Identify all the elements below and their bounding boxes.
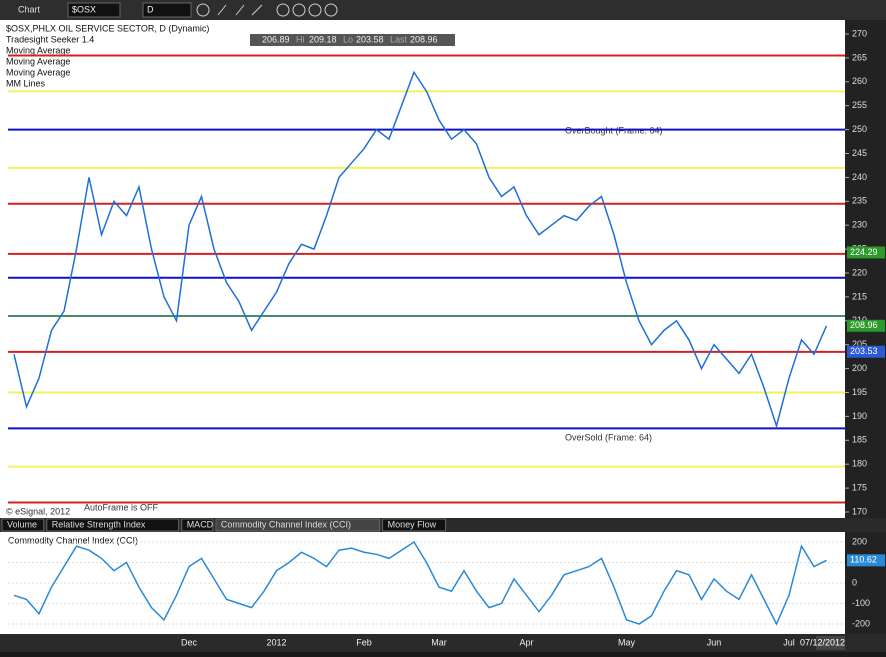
interval[interactable]: D [147, 4, 154, 14]
y-tick-label: -200 [852, 618, 870, 628]
quote-label: Lo [343, 34, 353, 44]
legend-entry: Tradesight Seeker 1.4 [6, 34, 94, 44]
y-tick-label: 230 [852, 220, 867, 230]
legend-entry: Moving Average [6, 67, 70, 77]
legend-entry: $OSX,PHLX OIL SERVICE SECTOR, D (Dynamic… [6, 23, 209, 33]
end-date-box [816, 636, 845, 650]
tab[interactable] [46, 518, 180, 532]
y-tick-label: 235 [852, 196, 867, 206]
cci-tag [847, 554, 885, 567]
y-tick-label: 200 [852, 536, 867, 546]
price-axis [845, 20, 886, 518]
price-tag [847, 319, 885, 332]
price-pane [0, 20, 845, 518]
cci-tag-label: 110.62 [850, 555, 877, 565]
y-tick-label: -100 [852, 598, 870, 608]
x-tick-label: May [618, 637, 636, 647]
y-tick-label: 190 [852, 411, 867, 421]
quote-last: 208.96 [410, 34, 438, 44]
y-tick-label: 180 [852, 459, 867, 469]
y-tick-label: 195 [852, 387, 867, 397]
y-tick-label: 250 [852, 124, 867, 134]
tab-label[interactable]: Volume [7, 519, 37, 529]
cci-axis [845, 532, 886, 634]
tab[interactable] [382, 518, 447, 532]
tab-label[interactable]: Commodity Channel Index (CCI) [221, 519, 351, 529]
legend-entry: MM Lines [6, 78, 46, 88]
price-tag-label: 208.96 [850, 320, 878, 330]
copyright: © eSignal, 2012 [6, 506, 70, 516]
quote-high: 209.18 [309, 34, 337, 44]
price-tag [847, 246, 885, 259]
x-tick-label: Feb [356, 637, 372, 647]
quote-box [250, 34, 455, 46]
y-tick-label: 245 [852, 148, 867, 158]
y-tick-label: 270 [852, 28, 867, 38]
y-tick-label: 200 [852, 363, 867, 373]
legend-entry: Moving Average [6, 56, 70, 66]
y-tick-label: 255 [852, 100, 867, 110]
price-tag-label: 203.53 [850, 346, 878, 356]
tab-label[interactable]: MACD [187, 519, 214, 529]
toolbar [0, 0, 886, 20]
window-title: Chart [18, 4, 41, 14]
tab[interactable] [1, 518, 45, 532]
price-tag-label: 224.29 [850, 247, 878, 257]
tab-label[interactable]: Relative Strength Index [52, 519, 146, 529]
price-line [13, 70, 828, 429]
y-tick-label: 170 [852, 506, 867, 516]
y-tick-label: 205 [852, 339, 867, 349]
y-tick-label: 240 [852, 172, 867, 182]
quote-low: 203.58 [356, 34, 384, 44]
end-date: 07/12/2012 [800, 637, 845, 647]
interval-input[interactable] [142, 2, 192, 18]
cci-line [13, 540, 827, 626]
time-axis [0, 634, 886, 652]
annotation: OverSold (Frame: 64) [565, 432, 652, 442]
x-tick-label: Apr [519, 637, 533, 647]
legend-entry: Moving Average [6, 45, 70, 55]
y-tick-label: 215 [852, 291, 867, 301]
x-tick-label: 2012 [266, 637, 286, 647]
symbol-input[interactable] [67, 2, 121, 18]
y-tick-label: 265 [852, 52, 867, 62]
y-tick-label: 175 [852, 482, 867, 492]
quote-label: Last [390, 34, 408, 44]
tab-label[interactable]: Money Flow [388, 519, 437, 529]
symbol[interactable]: $OSX [72, 4, 96, 14]
x-tick-label: Jun [707, 637, 722, 647]
toolbar-icons[interactable] [196, 3, 338, 17]
y-tick-label: 185 [852, 435, 867, 445]
cci-title: Commodity Channel Index (CCI) [8, 535, 138, 545]
x-tick-label: Mar [431, 637, 447, 647]
x-tick-label: Dec [181, 637, 198, 647]
price-tag [847, 345, 885, 358]
x-tick-label: Jul [783, 637, 795, 647]
y-tick-label: 0 [852, 577, 857, 587]
tab[interactable] [181, 518, 214, 532]
annotation: AutoFrame is OFF [84, 502, 159, 512]
quote-open: 206.89 [262, 34, 290, 44]
y-tick-label: 220 [852, 267, 867, 277]
tab[interactable] [215, 518, 381, 532]
y-tick-label: 260 [852, 76, 867, 86]
quote-label: Hi [296, 34, 305, 44]
